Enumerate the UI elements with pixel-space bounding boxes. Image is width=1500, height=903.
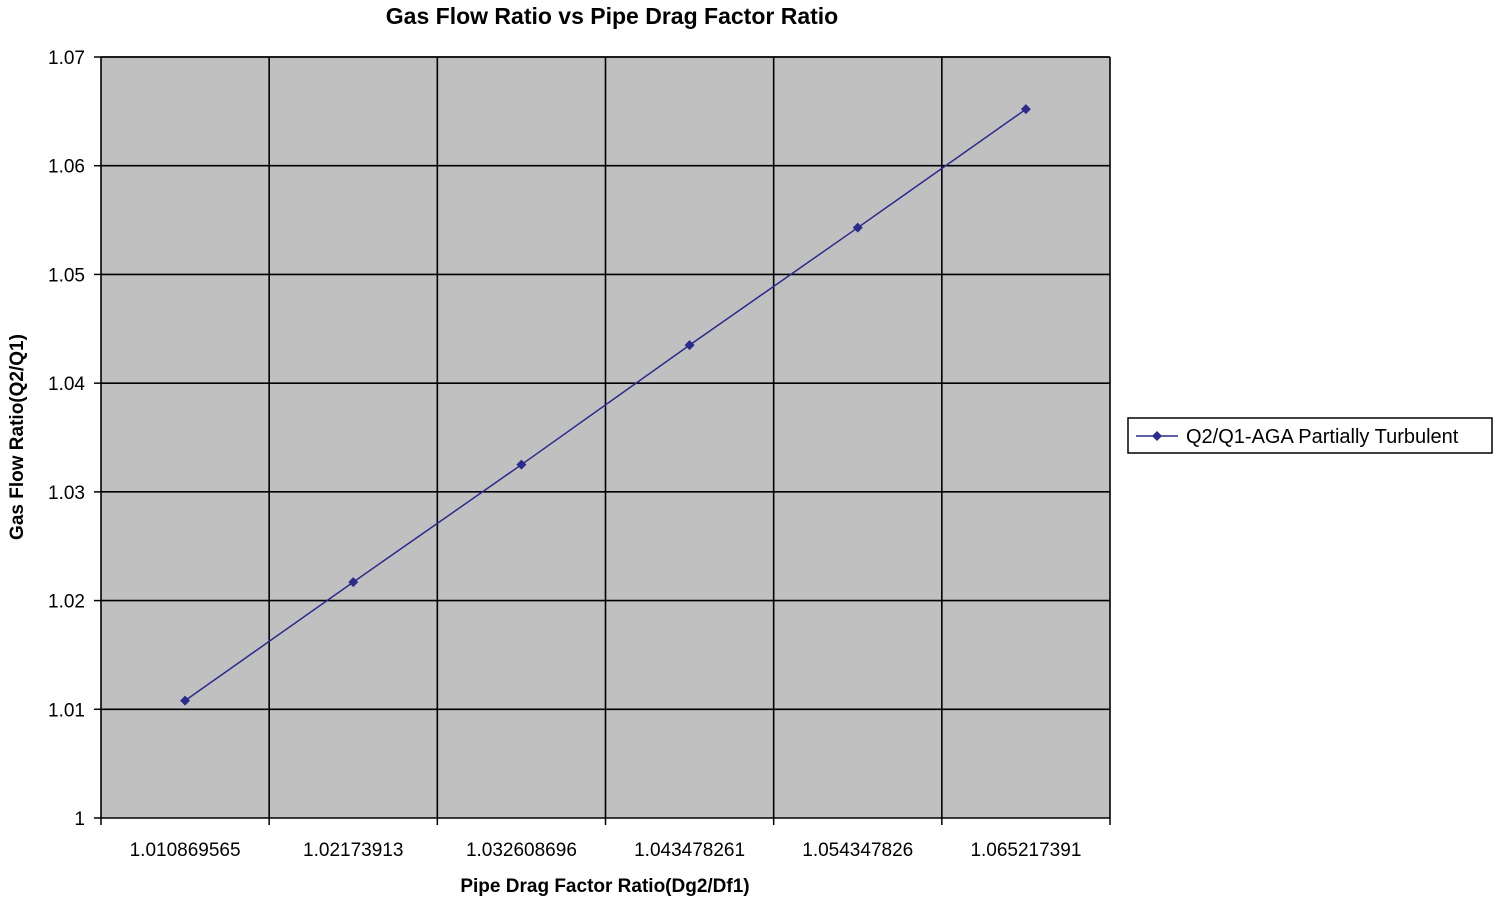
data-point <box>684 340 695 351</box>
x-tick-label: 1.054347826 <box>802 840 913 861</box>
data-point <box>1020 104 1031 115</box>
x-tick-label: 1.043478261 <box>634 840 745 861</box>
legend-label: Q2/Q1-AGA Partially Turbulent <box>1186 426 1459 448</box>
x-axis-label: Pipe Drag Factor Ratio(Dg2/Df1) <box>460 876 749 897</box>
y-tick-label: 1.03 <box>48 483 85 504</box>
y-tick-label: 1.04 <box>48 374 85 395</box>
series-line <box>184 108 1027 702</box>
data-point <box>180 695 191 706</box>
x-tick-labels: 1.010869565 1.02173913 1.032608696 1.043478… <box>130 840 1082 861</box>
x-tick-label: 1.032608696 <box>466 840 577 861</box>
data-point <box>348 577 359 588</box>
y-tick-label: 1.05 <box>48 265 85 286</box>
series-markers <box>180 104 1031 706</box>
x-tick-label: 1.065217391 <box>970 840 1081 861</box>
data-point <box>852 222 863 233</box>
legend: Q2/Q1-AGA Partially Turbulent <box>1127 417 1493 454</box>
y-tick-labels: 1 1.01 1.02 1.03 1.04 1.05 1.06 1.07 <box>48 48 85 830</box>
y-tick-label: 1 <box>74 809 85 830</box>
y-tick-label: 1.06 <box>48 157 85 178</box>
x-tick-label: 1.02173913 <box>303 840 403 861</box>
series-line-path <box>184 108 1027 702</box>
legend-marker <box>1152 431 1162 441</box>
y-tick-label: 1.01 <box>48 700 85 721</box>
y-tick-label: 1.07 <box>48 48 85 69</box>
axes <box>94 56 1111 825</box>
y-tick-label: 1.02 <box>48 592 85 613</box>
y-axis-label: Gas Flow Ratio(Q2/Q1) <box>7 334 28 540</box>
legend-box <box>1127 417 1493 454</box>
data-point <box>516 459 527 470</box>
chart-title: Gas Flow Ratio vs Pipe Drag Factor Ratio <box>386 3 838 29</box>
x-tick-label: 1.010869565 <box>130 840 241 861</box>
grid-lines <box>101 56 1111 818</box>
